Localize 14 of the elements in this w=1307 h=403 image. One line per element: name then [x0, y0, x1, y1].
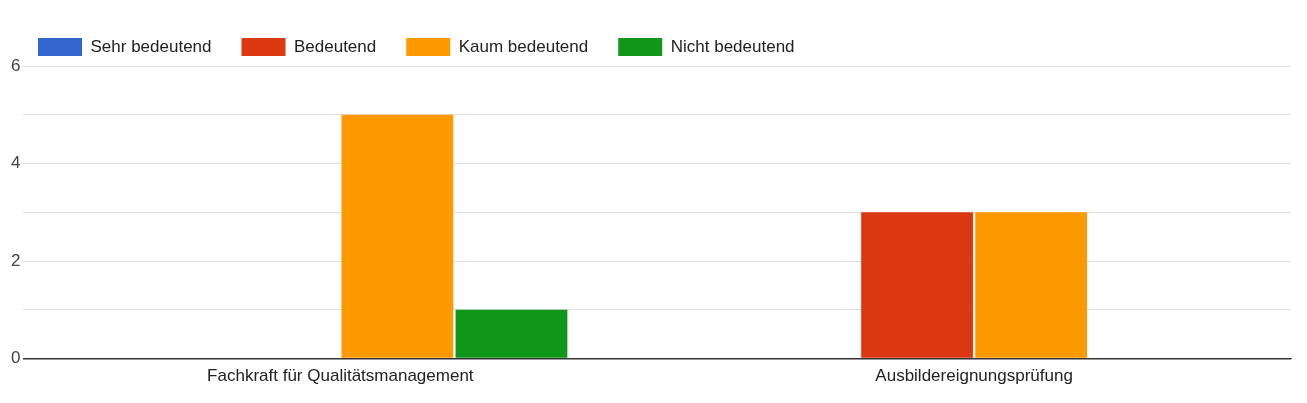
x-tick-label: Fachkraft für Qualitätsmanagement: [207, 366, 474, 386]
bar: [975, 212, 1088, 358]
y-tick-label: 0: [10, 348, 21, 368]
bar: [341, 114, 454, 358]
legend-label: Nicht bedeutend: [670, 36, 795, 56]
y-tick-label: 6: [10, 55, 21, 75]
bar: [861, 212, 973, 358]
legend-label: Sehr bedeutend: [90, 36, 212, 56]
legend-label: Kaum bedeutend: [458, 36, 589, 56]
y-tick-label: 2: [10, 250, 21, 270]
bar: [455, 309, 568, 358]
y-tick-label: 4: [10, 153, 21, 173]
legend-label: Bedeutend: [293, 36, 377, 56]
x-tick-label: Ausbildereignungsprüfung: [875, 366, 1073, 386]
